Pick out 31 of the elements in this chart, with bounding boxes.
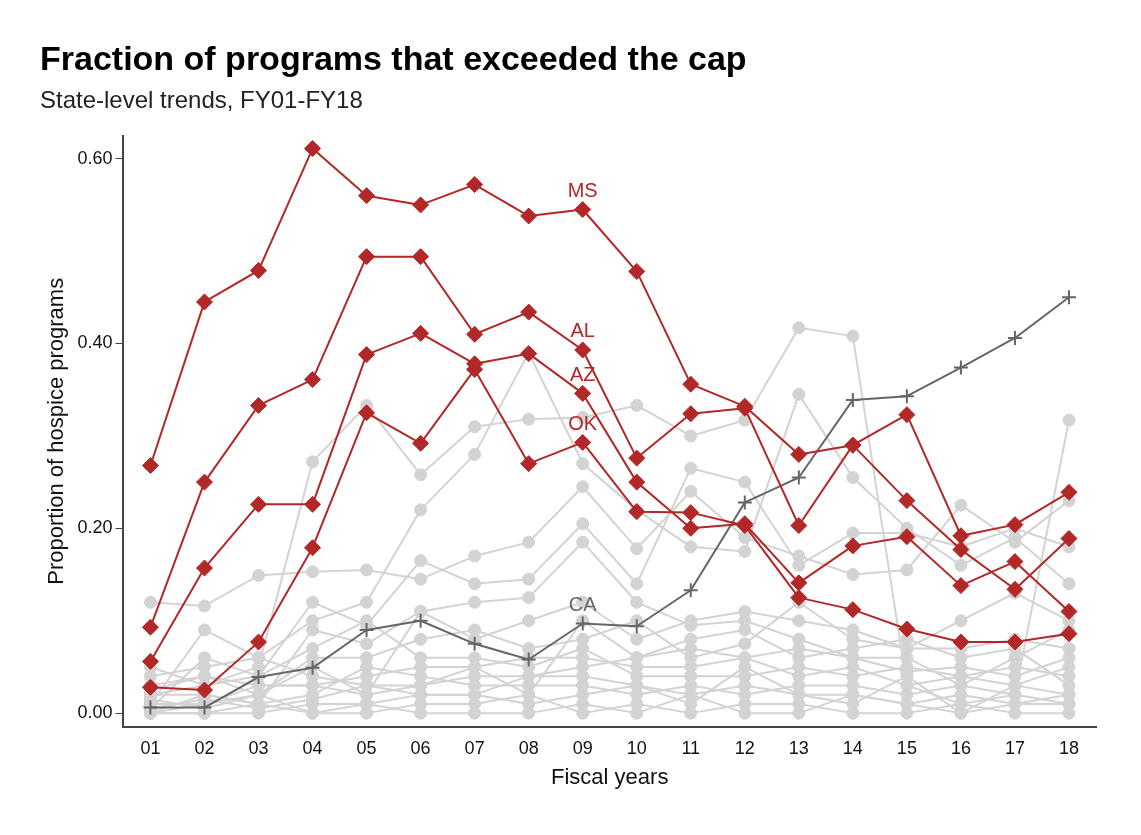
- x-tick-label: 17: [1004, 737, 1025, 758]
- annotation: AL: [570, 319, 595, 342]
- annotation: OK: [568, 411, 598, 434]
- x-tick-label: 16: [950, 737, 971, 758]
- x-tick-label: 03: [248, 737, 269, 758]
- x-tick-label: 14: [842, 737, 863, 758]
- x-tick-label: 09: [572, 737, 593, 758]
- y-tick-label: 0.40: [77, 332, 113, 353]
- x-axis-title: Fiscal years: [551, 763, 669, 789]
- x-tick-label: 11: [681, 737, 701, 758]
- annotation: CA: [568, 593, 598, 616]
- x-tick-label: 04: [302, 737, 323, 758]
- x-tick-label: 01: [140, 737, 161, 758]
- y-axis-title: Proportion of hospice programs: [43, 277, 69, 585]
- annotation: MS: [567, 179, 598, 202]
- x-tick-label: 10: [626, 737, 647, 758]
- y-tick-label: 0.00: [77, 702, 113, 723]
- x-tick-label: 05: [356, 737, 377, 758]
- annotation: AZ: [569, 362, 596, 385]
- x-tick-label: 15: [896, 737, 917, 758]
- chart-subtitle: State-level trends, FY01-FY18: [40, 85, 363, 113]
- x-tick-label: 02: [194, 737, 215, 758]
- y-tick-label: 0.20: [77, 517, 113, 538]
- x-tick-label: 08: [518, 737, 539, 758]
- y-tick-label: 0.60: [77, 147, 113, 168]
- x-tick-label: 12: [734, 737, 755, 758]
- chart-title: Fraction of programs that exceeded the cap: [40, 38, 747, 77]
- x-tick-label: 18: [1058, 737, 1079, 758]
- x-tick-label: 13: [788, 737, 809, 758]
- x-tick-label: 07: [464, 737, 485, 758]
- x-tick-label: 06: [410, 737, 431, 758]
